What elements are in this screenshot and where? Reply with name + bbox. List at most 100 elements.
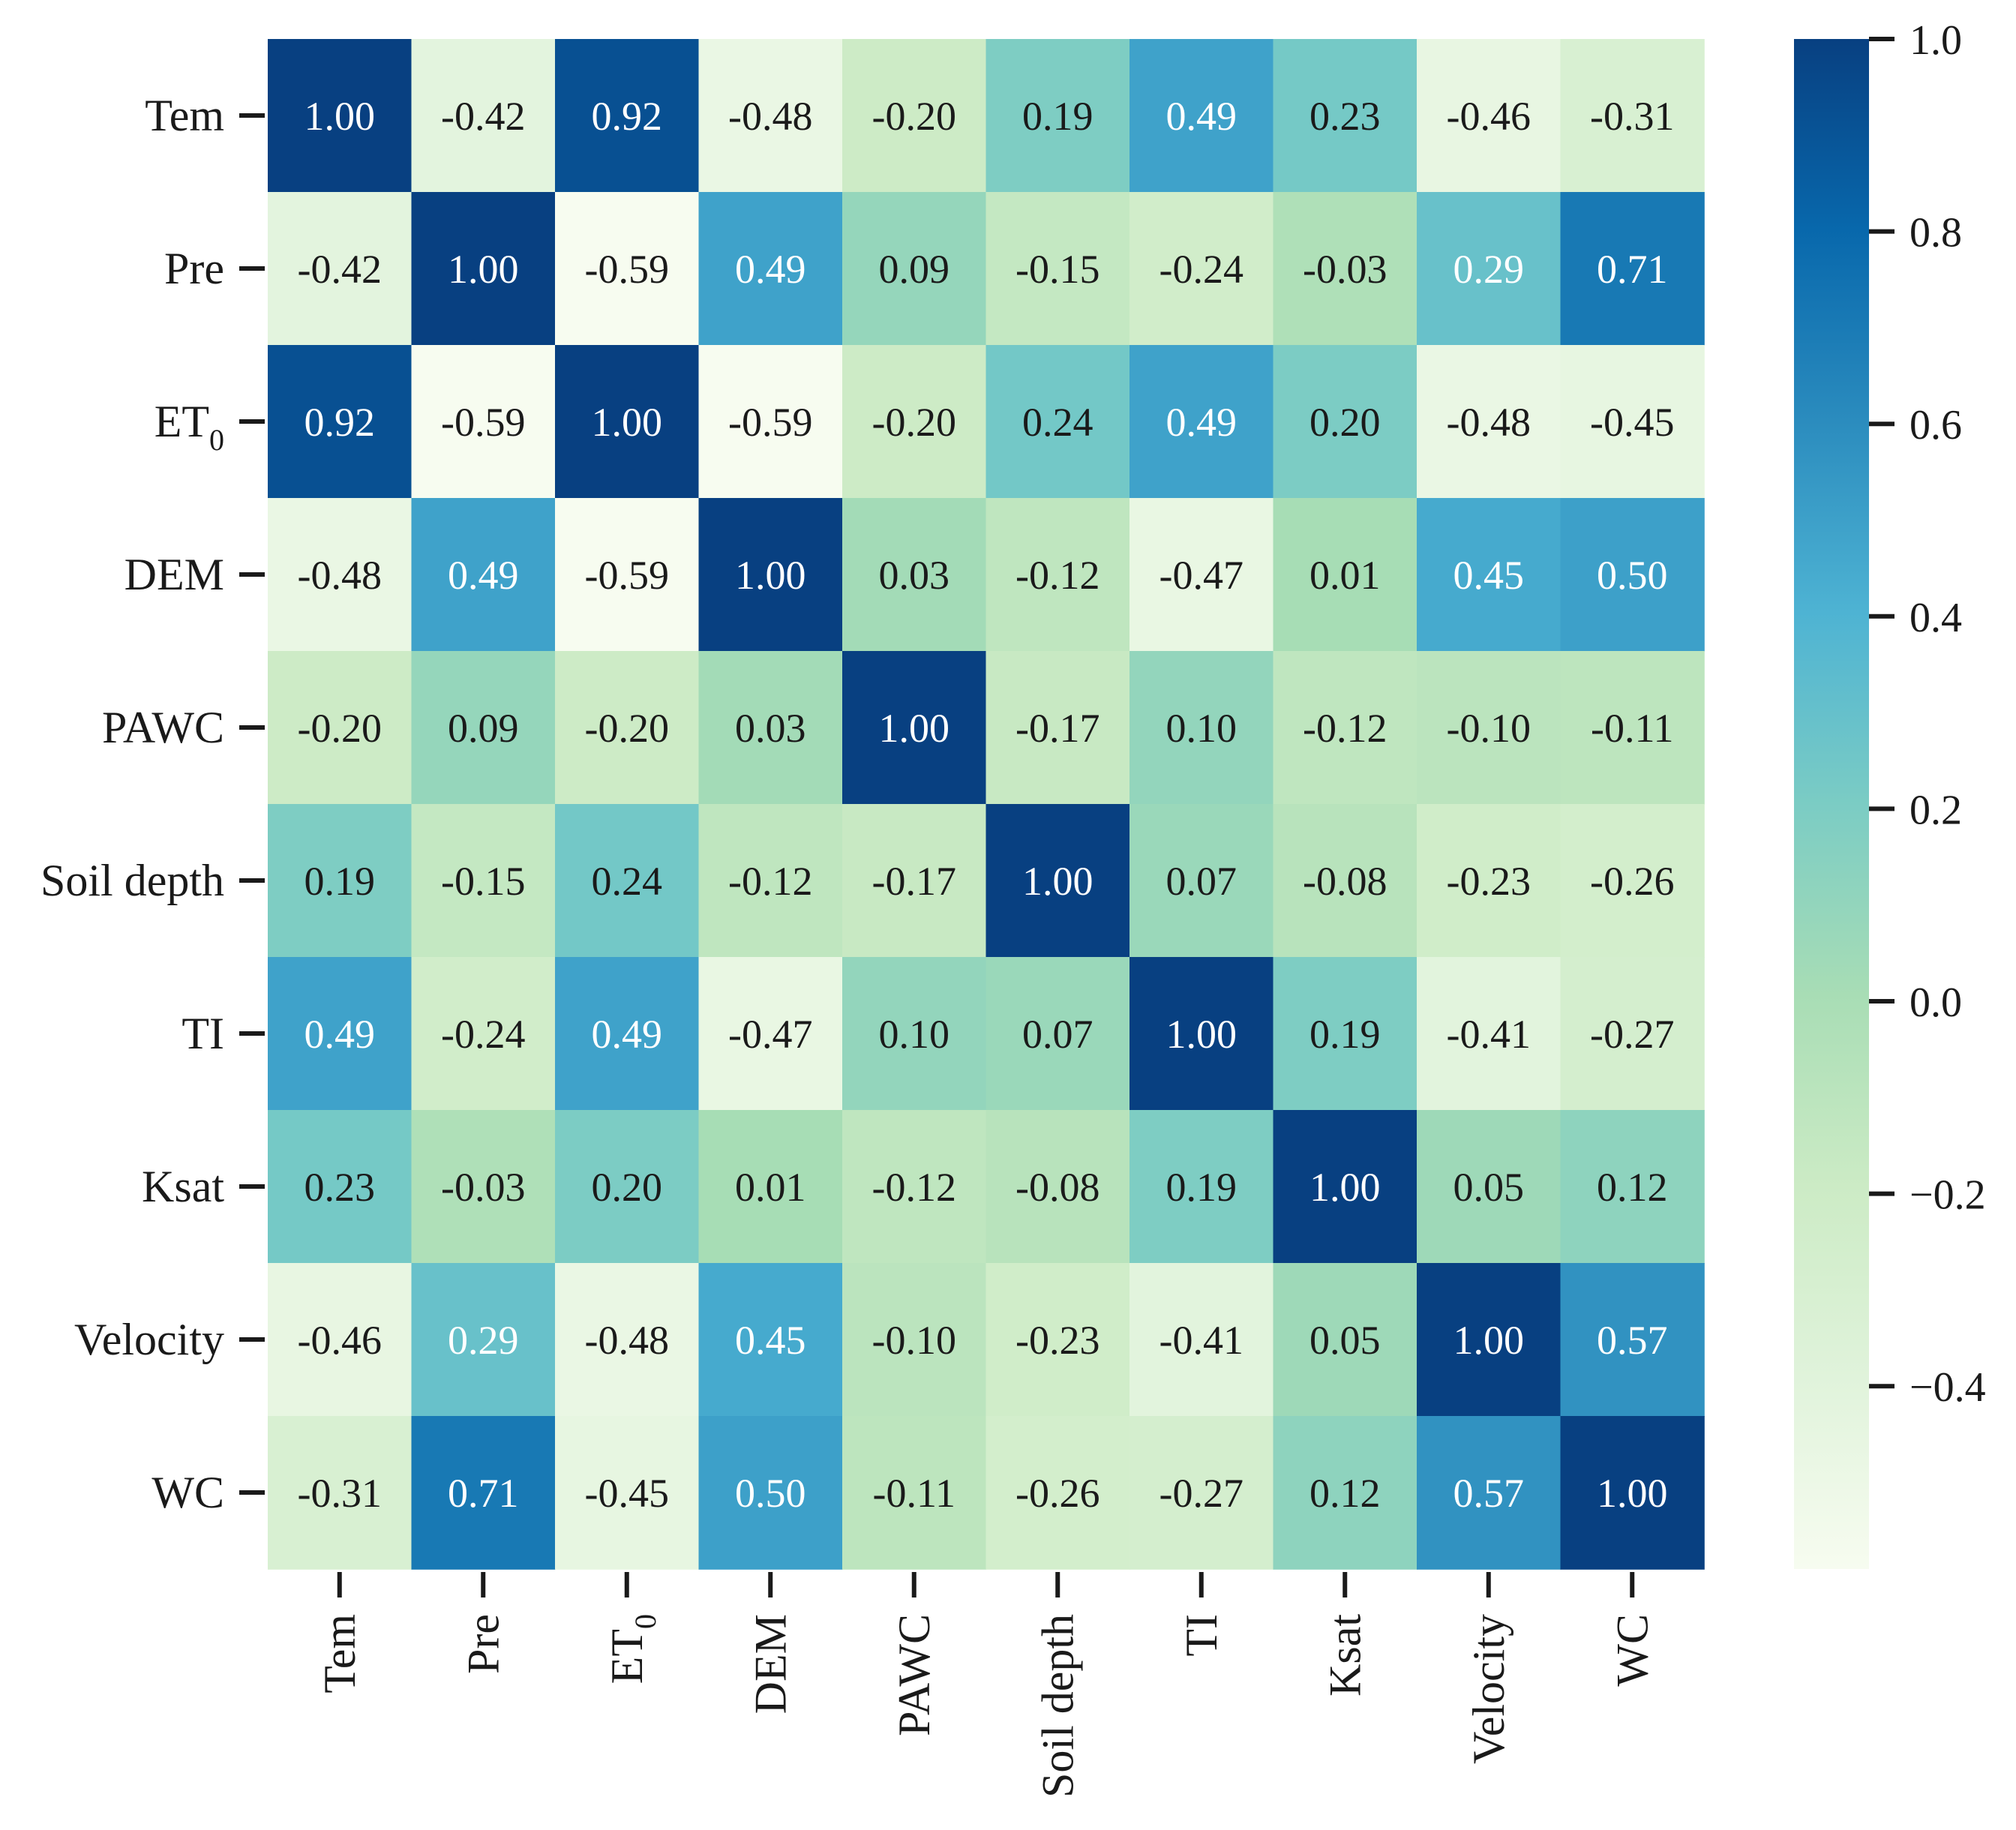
heatmap-cell-ti-wc	[1560, 957, 1705, 1111]
heatmap-cell-et0-pre	[411, 345, 556, 499]
heatmap-cell-ksat-wc	[1560, 1110, 1705, 1264]
cell-value-label: -0.59	[441, 400, 525, 445]
cell-value-label: 0.09	[879, 247, 950, 292]
heatmap-cell-velocity-tem	[268, 1263, 412, 1417]
cell-value-label: 0.19	[1166, 1165, 1238, 1210]
heatmap-cell-et0-ksat	[1273, 345, 1418, 499]
heatmap-cell-et0-tem	[268, 345, 412, 499]
cell-value-label: 0.20	[592, 1165, 663, 1210]
heatmap-cell-ti-et0	[555, 957, 700, 1111]
heatmap-cell-ksat-dem	[698, 1110, 843, 1264]
cell-value-label: -0.24	[441, 1012, 525, 1057]
colorbar-tick-label: 0.8	[1910, 210, 1962, 256]
colorbar-tick-label: 1.0	[1910, 17, 1962, 64]
cell-value-label: 0.29	[1454, 247, 1525, 292]
heatmap-cell-dem-tem	[268, 498, 412, 652]
colorbar-tick-label: 0.4	[1910, 595, 1962, 641]
heatmap-cell-soil-depth-dem	[698, 804, 843, 958]
heatmap-cell-wc-pre	[411, 1416, 556, 1570]
cell-value-label: -0.47	[1160, 553, 1244, 598]
heatmap-cell-ti-ksat	[1273, 957, 1418, 1111]
heatmap-cell-wc-dem	[698, 1416, 843, 1570]
cell-value-label: -0.15	[441, 859, 525, 904]
heatmap-cell-ti-velocity	[1417, 957, 1562, 1111]
cell-value-label: -0.03	[1303, 247, 1387, 292]
cell-value-label: -0.17	[1016, 706, 1100, 751]
cell-value-label: -0.45	[1590, 400, 1674, 445]
cell-value-label: -0.20	[585, 706, 669, 751]
cell-value-label: -0.27	[1590, 1012, 1674, 1057]
cell-value-label: 0.57	[1454, 1471, 1525, 1516]
cell-value-label: 0.23	[304, 1165, 376, 1210]
heatmap-cell-wc-tem	[268, 1416, 412, 1570]
cell-value-label: 1.00	[1597, 1471, 1668, 1516]
cell-value-label: -0.31	[298, 1471, 382, 1516]
heatmap-cell-soil-depth-et0	[555, 804, 700, 958]
heatmap-cell-ti-soil-depth	[986, 957, 1130, 1111]
heatmap-cell-wc-ti	[1130, 1416, 1274, 1570]
heatmap-cell-ksat-et0	[555, 1110, 700, 1264]
cell-value-label: 0.23	[1310, 94, 1381, 139]
cell-value-label: 0.92	[592, 94, 663, 139]
heatmap-cell-ti-pawc	[842, 957, 987, 1111]
heatmap-cell-velocity-ti	[1130, 1263, 1274, 1417]
cell-value-label: 0.57	[1597, 1318, 1668, 1363]
cell-value-label: 0.12	[1310, 1471, 1381, 1516]
cell-value-label: 1.00	[448, 247, 519, 292]
cell-value-label: 0.07	[1166, 859, 1238, 904]
cell-value-label: 0.07	[1022, 1012, 1094, 1057]
cell-value-label: 0.12	[1597, 1165, 1668, 1210]
cell-value-label: -0.10	[1447, 706, 1531, 751]
heatmap-cell-pawc-dem	[698, 651, 843, 805]
heatmap-cell-ksat-ksat	[1273, 1110, 1418, 1264]
cell-value-label: 0.45	[1454, 553, 1525, 598]
cell-value-label: 1.00	[1166, 1012, 1238, 1057]
heatmap-cell-pre-pawc	[842, 192, 987, 346]
heatmap-cell-tem-velocity	[1417, 39, 1562, 193]
cell-value-label: -0.26	[1590, 859, 1674, 904]
heatmap-cell-pawc-velocity	[1417, 651, 1562, 805]
cell-value-label: -0.26	[1016, 1471, 1100, 1516]
y-tick-label-tem: Tem	[145, 91, 224, 140]
heatmap-cell-et0-wc	[1560, 345, 1705, 499]
cell-value-label: 0.49	[304, 1012, 376, 1057]
heatmap-cell-soil-depth-pawc	[842, 804, 987, 958]
cell-value-label: 0.92	[304, 400, 376, 445]
y-tick-label-ksat: Ksat	[142, 1162, 224, 1211]
heatmap-cell-dem-ti	[1130, 498, 1274, 652]
heatmap-cell-pawc-ti	[1130, 651, 1274, 805]
heatmap-cell-velocity-dem	[698, 1263, 843, 1417]
x-tick-label-velocity: Velocity	[1464, 1614, 1514, 1764]
heatmap-cell-ti-ti	[1130, 957, 1274, 1111]
heatmap-cell-ti-dem	[698, 957, 843, 1111]
colorbar-tick-label: 0.2	[1910, 787, 1962, 833]
cell-value-label: 0.24	[1022, 400, 1094, 445]
colorbar-tick-label: 0.0	[1910, 980, 1962, 1026]
y-tick-label-pre: Pre	[164, 244, 224, 293]
cell-value-label: 1.00	[879, 706, 950, 751]
cell-value-label: 0.19	[1310, 1012, 1381, 1057]
heatmap-cell-dem-wc	[1560, 498, 1705, 652]
cell-value-label: -0.48	[728, 94, 812, 139]
cell-value-label: 0.45	[735, 1318, 806, 1363]
cell-value-label: -0.42	[441, 94, 525, 139]
cell-value-label: -0.10	[872, 1318, 956, 1363]
cell-value-label: -0.20	[872, 94, 956, 139]
heatmap-cell-dem-velocity	[1417, 498, 1562, 652]
x-tick-label-dem: DEM	[746, 1614, 795, 1714]
cell-value-label: -0.59	[585, 247, 669, 292]
colorbar-tick-label: −0.2	[1910, 1172, 1986, 1219]
heatmap-cell-ksat-tem	[268, 1110, 412, 1264]
x-tick-label-pawc: PAWC	[890, 1614, 939, 1736]
cell-value-label: 0.71	[448, 1471, 519, 1516]
heatmap-cell-pre-wc	[1560, 192, 1705, 346]
cell-value-label: -0.12	[1303, 706, 1387, 751]
heatmap-cell-pre-tem	[268, 192, 412, 346]
heatmap-cell-et0-dem	[698, 345, 843, 499]
cell-value-label: 0.71	[1597, 247, 1668, 292]
heatmap-cell-et0-ti	[1130, 345, 1274, 499]
cell-value-label: 0.49	[1166, 400, 1238, 445]
heatmap-cell-velocity-soil-depth	[986, 1263, 1130, 1417]
heatmap-cell-tem-ksat	[1273, 39, 1418, 193]
